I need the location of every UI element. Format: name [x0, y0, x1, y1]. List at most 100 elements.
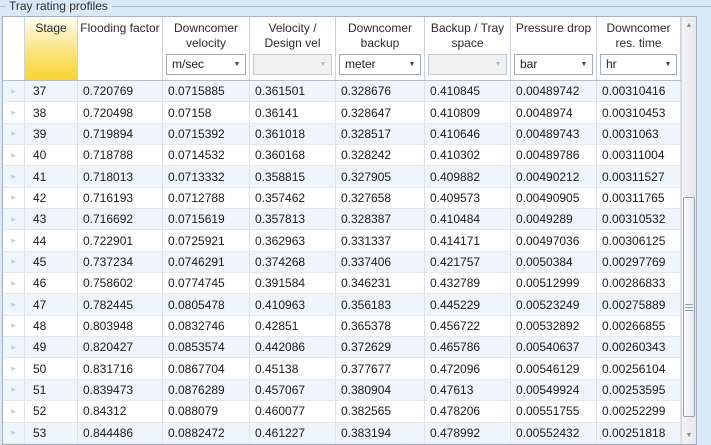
cell-value[interactable]: 0.00523249 — [511, 294, 597, 315]
cell-stage[interactable]: 50 — [25, 358, 78, 379]
cell-value[interactable]: 0.831716 — [78, 358, 163, 379]
cell-stage[interactable]: 42 — [25, 187, 78, 209]
cell-value[interactable]: 0.00297769 — [597, 251, 681, 273]
cell-value[interactable]: 0.361018 — [250, 123, 336, 145]
row-selector[interactable]: ▸ — [3, 145, 25, 166]
row-selector[interactable]: ▸ — [3, 358, 25, 379]
unit-dropdown-downcomer-backup[interactable]: meter ▼ — [339, 54, 421, 75]
cell-value[interactable]: 0.432789 — [425, 273, 511, 294]
cell-value[interactable]: 0.357462 — [250, 187, 336, 209]
cell-stage[interactable]: 40 — [25, 145, 78, 166]
cell-value[interactable]: 0.0882472 — [163, 422, 250, 443]
cell-value[interactable]: 0.421757 — [425, 251, 511, 273]
cell-value[interactable]: 0.820427 — [78, 337, 163, 358]
cell-stage[interactable]: 48 — [25, 315, 78, 337]
row-selector[interactable]: ▸ — [3, 273, 25, 294]
cell-value[interactable]: 0.328242 — [336, 145, 425, 166]
cell-value[interactable]: 0.0713332 — [163, 166, 250, 187]
cell-value[interactable]: 0.00311004 — [597, 145, 681, 166]
cell-value[interactable]: 0.410845 — [425, 81, 511, 102]
row-selector[interactable]: ▸ — [3, 379, 25, 401]
scrollbar-thumb[interactable] — [683, 197, 695, 417]
row-selector[interactable]: ▸ — [3, 251, 25, 273]
cell-value[interactable]: 0.327658 — [336, 187, 425, 209]
cell-value[interactable]: 0.372629 — [336, 337, 425, 358]
cell-value[interactable]: 0.0774745 — [163, 273, 250, 294]
cell-value[interactable]: 0.737234 — [78, 251, 163, 273]
cell-value[interactable]: 0.465786 — [425, 337, 511, 358]
cell-value[interactable]: 0.00490905 — [511, 187, 597, 209]
cell-value[interactable]: 0.414171 — [425, 230, 511, 251]
cell-value[interactable]: 0.457067 — [250, 379, 336, 401]
cell-value[interactable]: 0.442086 — [250, 337, 336, 358]
cell-value[interactable]: 0.391584 — [250, 273, 336, 294]
cell-stage[interactable]: 39 — [25, 123, 78, 145]
cell-value[interactable]: 0.00260343 — [597, 337, 681, 358]
cell-stage[interactable]: 51 — [25, 379, 78, 401]
row-selector[interactable]: ▸ — [3, 209, 25, 230]
cell-value[interactable]: 0.07158 — [163, 102, 250, 123]
cell-value[interactable]: 0.380904 — [336, 379, 425, 401]
cell-stage[interactable]: 38 — [25, 102, 78, 123]
cell-value[interactable]: 0.00489743 — [511, 123, 597, 145]
cell-value[interactable]: 0.00286833 — [597, 273, 681, 294]
cell-value[interactable]: 0.346231 — [336, 273, 425, 294]
cell-value[interactable]: 0.839473 — [78, 379, 163, 401]
cell-value[interactable]: 0.00275889 — [597, 294, 681, 315]
cell-value[interactable]: 0.36141 — [250, 102, 336, 123]
cell-value[interactable]: 0.365378 — [336, 315, 425, 337]
cell-value[interactable]: 0.00310453 — [597, 102, 681, 123]
cell-value[interactable]: 0.328517 — [336, 123, 425, 145]
row-selector[interactable]: ▸ — [3, 187, 25, 209]
cell-value[interactable]: 0.410302 — [425, 145, 511, 166]
cell-value[interactable]: 0.0805478 — [163, 294, 250, 315]
unit-dropdown-downcomer-res-time[interactable]: hr ▼ — [600, 54, 677, 75]
cell-value[interactable]: 0.0715885 — [163, 81, 250, 102]
cell-value[interactable]: 0.328387 — [336, 209, 425, 230]
cell-value[interactable]: 0.0715392 — [163, 123, 250, 145]
cell-stage[interactable]: 37 — [25, 81, 78, 102]
cell-value[interactable]: 0.84312 — [78, 401, 163, 422]
cell-value[interactable]: 0.410484 — [425, 209, 511, 230]
cell-value[interactable]: 0.461227 — [250, 422, 336, 443]
cell-value[interactable]: 0.782445 — [78, 294, 163, 315]
vertical-scrollbar[interactable]: ▲ ▼ — [681, 17, 696, 444]
cell-value[interactable]: 0.0712788 — [163, 187, 250, 209]
cell-value[interactable]: 0.478992 — [425, 422, 511, 443]
cell-value[interactable]: 0.720769 — [78, 81, 163, 102]
cell-value[interactable]: 0.00549924 — [511, 379, 597, 401]
cell-stage[interactable]: 53 — [25, 422, 78, 443]
cell-value[interactable]: 0.445229 — [425, 294, 511, 315]
cell-value[interactable]: 0.362963 — [250, 230, 336, 251]
cell-value[interactable]: 0.00256104 — [597, 358, 681, 379]
cell-value[interactable]: 0.00512999 — [511, 273, 597, 294]
cell-value[interactable]: 0.382565 — [336, 401, 425, 422]
cell-value[interactable]: 0.337406 — [336, 251, 425, 273]
cell-value[interactable]: 0.00266855 — [597, 315, 681, 337]
cell-value[interactable]: 0.327905 — [336, 166, 425, 187]
cell-value[interactable]: 0.361501 — [250, 81, 336, 102]
row-selector[interactable]: ▸ — [3, 230, 25, 251]
cell-value[interactable]: 0.358815 — [250, 166, 336, 187]
cell-stage[interactable]: 44 — [25, 230, 78, 251]
cell-value[interactable]: 0.00551755 — [511, 401, 597, 422]
cell-value[interactable]: 0.716692 — [78, 209, 163, 230]
cell-value[interactable]: 0.722901 — [78, 230, 163, 251]
scrollbar-up-button[interactable]: ▲ — [682, 18, 696, 33]
cell-value[interactable]: 0.410809 — [425, 102, 511, 123]
cell-value[interactable]: 0.0746291 — [163, 251, 250, 273]
cell-value[interactable]: 0.00311765 — [597, 187, 681, 209]
cell-value[interactable]: 0.410646 — [425, 123, 511, 145]
cell-value[interactable]: 0.0031063 — [597, 123, 681, 145]
row-selector[interactable]: ▸ — [3, 315, 25, 337]
row-selector[interactable]: ▸ — [3, 81, 25, 102]
cell-value[interactable]: 0.00552432 — [511, 422, 597, 443]
cell-value[interactable]: 0.328647 — [336, 102, 425, 123]
cell-stage[interactable]: 41 — [25, 166, 78, 187]
cell-value[interactable]: 0.0876289 — [163, 379, 250, 401]
cell-value[interactable]: 0.00306125 — [597, 230, 681, 251]
row-selector[interactable]: ▸ — [3, 294, 25, 315]
cell-value[interactable]: 0.803948 — [78, 315, 163, 337]
cell-value[interactable]: 0.377677 — [336, 358, 425, 379]
cell-value[interactable]: 0.844486 — [78, 422, 163, 443]
